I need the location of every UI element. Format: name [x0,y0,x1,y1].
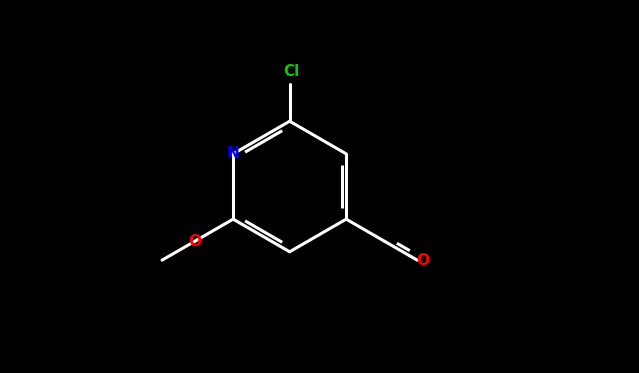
Text: Cl: Cl [284,65,300,79]
Text: O: O [188,234,201,249]
Text: N: N [227,146,240,162]
Text: O: O [417,253,429,268]
